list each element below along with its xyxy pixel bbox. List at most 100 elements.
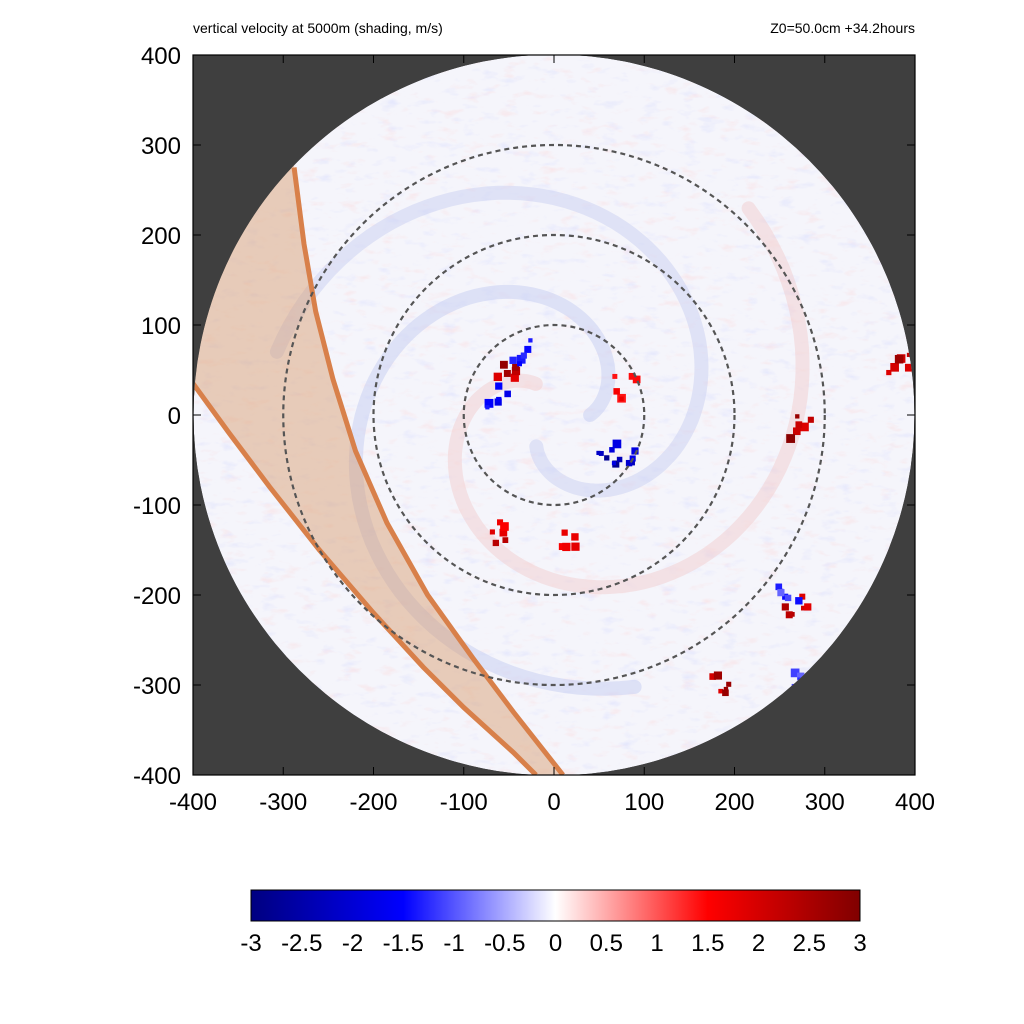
cell-pixel: [786, 434, 796, 443]
y-tick-label: 100: [141, 313, 181, 340]
cell-pixel: [511, 366, 521, 376]
swath-area: [193, 54, 563, 775]
x-tick-label: 200: [714, 789, 754, 816]
cell-pixel: [497, 519, 504, 526]
range-ring-300: [282, 143, 826, 687]
cell-pixel: [777, 589, 785, 597]
cell-pixel: [630, 461, 635, 466]
cell-pixel: [598, 450, 604, 456]
colorbar-tick-label: -1.5: [383, 930, 424, 957]
cell-pixel: [625, 459, 633, 467]
downdraft-cell: [484, 382, 511, 410]
y-tick-label: 200: [141, 223, 181, 250]
colorbar-tick-label: 2: [752, 930, 765, 957]
cell-pixel: [807, 416, 814, 423]
cell-pixel: [628, 372, 636, 380]
spiral-band: [348, 284, 642, 696]
run-info: Z0=50.0cm +34.2hours: [770, 20, 915, 36]
updraft-cell: [786, 414, 814, 443]
cell-pixel: [797, 672, 805, 680]
cell-pixel: [492, 539, 499, 547]
range-rings: [282, 143, 826, 687]
downdraft-cell: [775, 583, 803, 605]
range-ring-200: [372, 233, 736, 597]
x-tick-label: -300: [259, 789, 307, 816]
cell-pixel: [561, 529, 568, 536]
cell-pixel: [509, 356, 517, 364]
cell-pixel: [562, 542, 571, 552]
y-tick-label: -400: [133, 763, 181, 790]
cell-pixel: [512, 363, 520, 371]
model-domain: [193, 54, 915, 776]
x-tick-label: 100: [624, 789, 664, 816]
colorbar-tick-label: 1.5: [691, 930, 724, 957]
cell-pixel: [503, 369, 511, 377]
cell-pixel: [528, 338, 533, 343]
colorbar-tick-label: 3: [853, 930, 866, 957]
cell-pixel: [499, 360, 508, 369]
x-tick-label: -100: [440, 789, 488, 816]
cell-pixel: [632, 375, 641, 384]
x-axis-labels: -400 -300 -200 -100 0 100 200 300 400: [169, 789, 935, 816]
cell-pixel: [616, 456, 623, 463]
cell-pixel: [596, 450, 601, 456]
cell-pixel: [906, 352, 912, 357]
cell-pixel: [904, 363, 913, 372]
updraft-cell: [489, 519, 509, 547]
cell-pixel: [612, 439, 622, 449]
cell-pixel: [504, 390, 511, 398]
cell-pixel: [604, 455, 610, 461]
convective-cells: [484, 338, 913, 697]
colorbar-tick-label: -2: [342, 930, 363, 957]
colorbar-tick-label: 0.5: [590, 930, 623, 957]
cell-pixel: [500, 522, 509, 531]
y-axis-labels: 400 300 200 100 0 -100 -200 -300 -400: [133, 43, 181, 790]
chart-title: vertical velocity at 5000m (shading, m/s…: [193, 20, 443, 36]
cell-pixel: [496, 396, 502, 403]
cell-pixel: [795, 421, 803, 429]
cell-pixel: [781, 603, 789, 611]
y-tick-label: 300: [141, 133, 181, 160]
cell-pixel: [524, 345, 532, 353]
cell-pixel: [799, 593, 806, 600]
cell-pixel: [775, 583, 783, 591]
colorbar-tick-label: -1: [443, 930, 464, 957]
swath-left-edge: [291, 167, 565, 776]
spiral-band: [447, 201, 810, 595]
cell-pixel: [795, 414, 800, 419]
cell-pixel: [502, 537, 509, 544]
colorbar: [250, 889, 861, 922]
x-tick-label: -400: [169, 789, 217, 816]
y-tick-label: 400: [141, 43, 181, 70]
cell-pixel: [800, 422, 809, 432]
x-tick-label: -200: [349, 789, 397, 816]
colorbar-tick-label: -2.5: [281, 930, 322, 957]
axis-ticks: [192, 54, 916, 776]
updraft-cell: [558, 529, 580, 552]
cell-pixel: [571, 533, 579, 541]
cell-pixel: [517, 361, 523, 367]
spiral-bands: [269, 185, 810, 696]
cell-pixel: [493, 372, 502, 381]
updraft-cell: [709, 671, 732, 697]
cell-pixel: [613, 388, 620, 395]
colorbar-labels: -3 -2.5 -2 -1.5 -1 -0.5 0 0.5 1 1.5 2 2.5 3: [240, 930, 866, 957]
x-tick-label: 0: [547, 789, 560, 816]
cell-pixel: [611, 461, 616, 466]
cell-pixel: [886, 369, 892, 376]
cell-pixel: [631, 447, 639, 455]
cell-pixel: [795, 597, 803, 605]
cell-pixel: [571, 542, 580, 551]
colorbar-tick-label: 0: [549, 930, 562, 957]
downdraft-cell: [509, 338, 533, 367]
spiral-band: [269, 185, 709, 498]
cell-pixel: [520, 352, 527, 359]
cell-pixel: [495, 382, 503, 390]
cell-pixel: [890, 362, 899, 372]
cell-pixel: [499, 528, 508, 537]
updraft-cell: [886, 352, 913, 376]
y-tick-label: -100: [133, 493, 181, 520]
cell-pixel: [713, 671, 723, 680]
cell-pixel: [723, 686, 729, 692]
